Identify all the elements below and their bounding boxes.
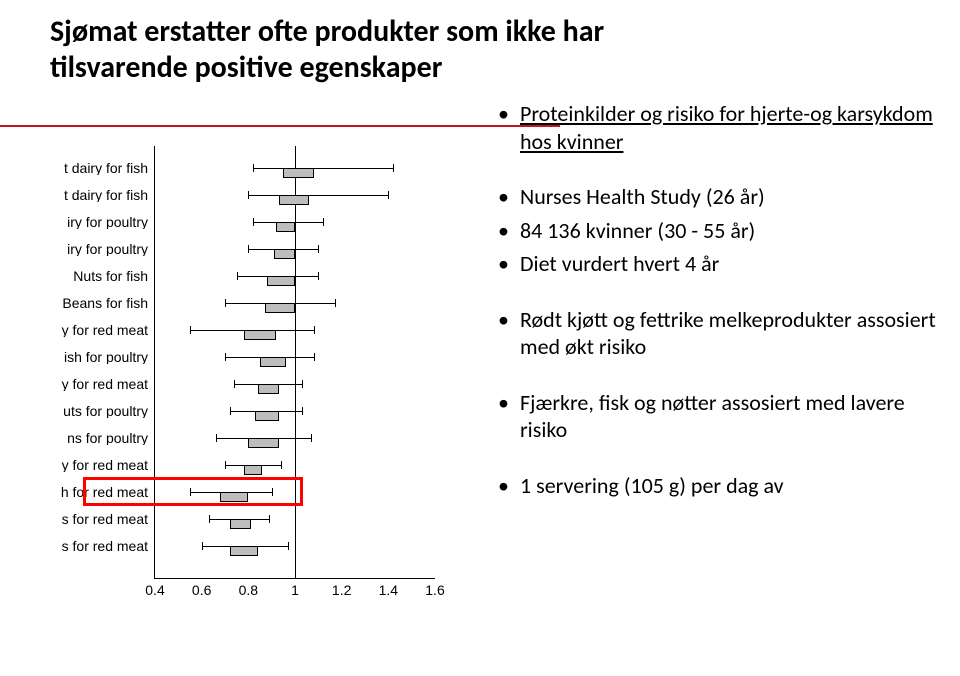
forest-cap (281, 461, 282, 469)
forest-row-label: s for red meat (36, 539, 148, 553)
title-line-1: Sjømat erstatter ofte produkter som ikke… (50, 13, 604, 50)
forest-box (274, 249, 295, 259)
forest-box (258, 384, 279, 394)
forest-box (283, 168, 313, 178)
forest-whisker (253, 168, 393, 169)
forest-cap (253, 164, 254, 172)
forest-row-label: t dairy for fish (36, 161, 148, 175)
forest-row-label: uts for poultry (36, 404, 148, 418)
forest-whisker (248, 195, 388, 196)
forest-box (248, 438, 278, 448)
forest-xtick: 1.4 (379, 582, 398, 598)
bullet-text: Fjærkre, fisk og nøtter assosiert med la… (520, 389, 905, 444)
forest-cap (209, 515, 210, 523)
forest-cap (190, 326, 191, 334)
bullet-item: Fjærkre, fisk og nøtter assosiert med la… (498, 389, 943, 444)
forest-cap (225, 299, 226, 307)
forest-cap (393, 164, 394, 172)
forest-row-label: y for red meat (36, 323, 148, 337)
forest-cap (230, 407, 231, 415)
bullet-list: Proteinkilder og risiko for hjerte-og ka… (498, 100, 943, 505)
forest-plot-area: 0.40.60.811.21.41.6 (154, 146, 435, 579)
bullet-item: Diet vurdert hvert 4 år (498, 250, 943, 278)
bullet-text: 84 136 kvinner (30 - 55 år) (520, 217, 755, 244)
forest-xtick: 1 (291, 582, 299, 598)
forest-row-label: y for red meat (36, 377, 148, 391)
forest-refline (295, 146, 296, 578)
title-line-2: tilsvarende positive egenskaper (50, 49, 442, 86)
forest-cap (323, 218, 324, 226)
accent-divider (0, 125, 560, 127)
forest-box (267, 276, 295, 286)
forest-cap (318, 245, 319, 253)
forest-cap (248, 245, 249, 253)
forest-cap (318, 272, 319, 280)
forest-box (230, 546, 258, 556)
bullet-text: Nurses Health Study (26 år) (520, 183, 765, 210)
forest-xtick: 0.6 (192, 582, 211, 598)
bullet-text: Diet vurdert hvert 4 år (520, 250, 719, 277)
forest-row-label: ish for poultry (36, 350, 148, 364)
bullet-item: Rødt kjøtt og fettrike melkeprodukter as… (498, 306, 943, 361)
forest-box (276, 222, 295, 232)
forest-row-label: iry for poultry (36, 215, 148, 229)
forest-row-label: ns for poultry (36, 431, 148, 445)
forest-cap (288, 542, 289, 550)
forest-xtick: 0.8 (239, 582, 258, 598)
bullet-text: Rødt kjøtt og fettrike melkeprodukter as… (520, 306, 936, 361)
bullet-item: 1 servering (105 g) per dag av (498, 472, 943, 500)
forest-row-label: iry for poultry (36, 242, 148, 256)
forest-box (279, 195, 309, 205)
forest-plot: t dairy for fisht dairy for fishiry for … (48, 140, 436, 620)
forest-cap (248, 191, 249, 199)
forest-xtick: 1.2 (332, 582, 351, 598)
forest-cap (314, 326, 315, 334)
forest-highlight (83, 477, 303, 507)
forest-cap (202, 542, 203, 550)
forest-cap (335, 299, 336, 307)
forest-box (265, 303, 295, 313)
forest-cap (388, 191, 389, 199)
forest-xtick: 0.4 (145, 582, 164, 598)
forest-box (244, 330, 277, 340)
bullet-text: Proteinkilder og risiko for hjerte-og ka… (520, 100, 933, 155)
forest-box (255, 411, 278, 421)
forest-cap (225, 353, 226, 361)
bullet-text: 1 servering (105 g) per dag av (520, 472, 784, 499)
forest-row-label: Nuts for fish (36, 269, 148, 283)
forest-cap (302, 407, 303, 415)
bullet-item: Proteinkilder og risiko for hjerte-og ka… (498, 100, 943, 155)
forest-cap (237, 272, 238, 280)
forest-cap (225, 461, 226, 469)
forest-cap (216, 434, 217, 442)
forest-box (260, 357, 286, 367)
forest-box (230, 519, 251, 529)
forest-cap (311, 434, 312, 442)
forest-row-label: s for red meat (36, 512, 148, 526)
forest-box (244, 465, 263, 475)
forest-cap (269, 515, 270, 523)
forest-cap (314, 353, 315, 361)
forest-cap (253, 218, 254, 226)
bullet-item: Nurses Health Study (26 år) (498, 183, 943, 211)
forest-row-label: t dairy for fish (36, 188, 148, 202)
page-title: Sjømat erstatter ofte produkter som ikke… (50, 14, 650, 86)
forest-row-label: y for red meat (36, 458, 148, 472)
bullet-item: 84 136 kvinner (30 - 55 år) (498, 217, 943, 245)
forest-row-label: Beans for fish (36, 296, 148, 310)
forest-cap (234, 380, 235, 388)
forest-xtick: 1.6 (425, 582, 444, 598)
forest-cap (302, 380, 303, 388)
